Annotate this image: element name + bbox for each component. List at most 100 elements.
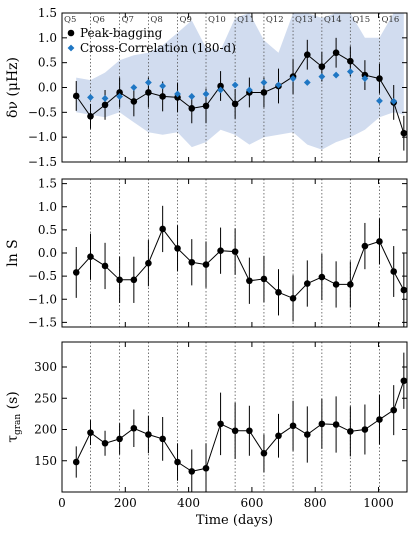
data-point bbox=[246, 427, 253, 435]
plot-area bbox=[72, 179, 407, 327]
data-point bbox=[390, 406, 398, 414]
legend-entry: Peak-bagging bbox=[80, 26, 163, 40]
data-point bbox=[159, 435, 166, 443]
y-tick-label: 0.0 bbox=[38, 81, 57, 95]
quarter-label: Q5 bbox=[64, 15, 76, 25]
data-point bbox=[188, 468, 196, 475]
data-point bbox=[101, 439, 109, 447]
data-point bbox=[318, 420, 326, 428]
x-tick-label: 600 bbox=[240, 496, 263, 510]
legend-marker-peak-bagging bbox=[67, 29, 75, 37]
cross-correlation-point bbox=[188, 93, 196, 100]
y-tick-label: 1.0 bbox=[38, 31, 57, 45]
data-point bbox=[116, 276, 123, 284]
panel-frequency-shift: −1.5 −1.0 −0.5 0.0 0.5 1.0 1.5 Q5 Q6 Q7 Q8 Q9 Q10 Q11… bbox=[5, 6, 408, 169]
y-tick-label: 150 bbox=[34, 454, 57, 468]
data-point bbox=[347, 281, 354, 288]
y-tick-label: 1.0 bbox=[38, 200, 57, 214]
y-tick-label: −1.5 bbox=[28, 315, 57, 329]
data-point bbox=[101, 101, 109, 109]
data-point bbox=[202, 464, 210, 472]
data-point bbox=[159, 225, 166, 233]
data-point bbox=[332, 281, 340, 288]
data-point bbox=[289, 422, 297, 430]
x-tick-label: 200 bbox=[114, 496, 137, 510]
cross-correlation-point bbox=[346, 68, 354, 76]
cross-correlation-point bbox=[217, 86, 224, 94]
data-point bbox=[260, 89, 268, 96]
data-point bbox=[231, 427, 239, 435]
cross-correlation-point bbox=[130, 84, 138, 91]
data-point bbox=[231, 100, 239, 108]
data-point bbox=[332, 421, 340, 428]
data-point bbox=[260, 275, 268, 283]
plot-area bbox=[72, 342, 407, 492]
data-point bbox=[145, 431, 152, 438]
data-point bbox=[318, 63, 326, 70]
data-point bbox=[231, 248, 239, 255]
y-tick-label: 0.5 bbox=[38, 56, 57, 70]
y-axis-label: δν (μHz) bbox=[5, 57, 21, 118]
data-point bbox=[145, 89, 152, 96]
quarter-label: Q6 bbox=[92, 15, 104, 25]
series-line bbox=[75, 227, 405, 299]
cross-correlation-point bbox=[116, 93, 124, 100]
data-point bbox=[174, 458, 181, 466]
cross-correlation-point bbox=[275, 81, 282, 89]
y-tick-label: −0.5 bbox=[28, 269, 57, 283]
plot-area bbox=[72, 13, 407, 162]
data-point bbox=[174, 94, 181, 101]
cross-correlation-point bbox=[361, 75, 369, 82]
cross-correlation-point bbox=[390, 98, 398, 105]
y-tick-label: −0.5 bbox=[28, 105, 57, 119]
data-point bbox=[361, 242, 369, 250]
y-tick-label: −1.0 bbox=[28, 292, 57, 306]
cross-correlation-point bbox=[87, 94, 94, 101]
y-tick-label: 0.0 bbox=[38, 246, 57, 260]
cross-correlation-point bbox=[145, 79, 152, 86]
data-point bbox=[202, 102, 210, 110]
data-point bbox=[72, 458, 80, 466]
data-point bbox=[260, 449, 268, 457]
cross-correlation-point bbox=[318, 73, 326, 80]
x-tick-label: 0 bbox=[58, 496, 66, 510]
cross-correlation-point bbox=[159, 82, 167, 90]
data-point bbox=[87, 429, 94, 436]
data-point bbox=[188, 105, 196, 112]
y-tick-label: 0.5 bbox=[38, 223, 57, 237]
data-point bbox=[303, 51, 311, 59]
data-point bbox=[174, 245, 181, 252]
y-tick-label: 1.5 bbox=[38, 6, 57, 20]
y-axis-label: ln S bbox=[5, 239, 21, 267]
y-tick-label: 250 bbox=[34, 391, 57, 405]
data-point bbox=[72, 269, 80, 276]
data-point bbox=[275, 432, 282, 440]
cross-correlation-point bbox=[332, 71, 340, 79]
cross-correlation-point bbox=[202, 90, 210, 98]
data-point bbox=[159, 93, 166, 100]
data-point bbox=[361, 426, 369, 433]
data-point bbox=[145, 259, 152, 267]
x-tick-label: 1000 bbox=[363, 496, 394, 510]
data-point bbox=[116, 435, 123, 443]
axes-frame bbox=[61, 341, 408, 493]
series-line bbox=[75, 380, 405, 472]
data-point bbox=[376, 416, 383, 423]
y-tick-label: 200 bbox=[34, 423, 57, 437]
y-tick-label: 300 bbox=[34, 360, 57, 374]
data-point bbox=[376, 75, 383, 82]
data-point bbox=[87, 253, 94, 260]
cross-correlation-point bbox=[376, 97, 383, 105]
quarter-label: Q13 bbox=[295, 15, 313, 25]
data-point bbox=[130, 276, 138, 284]
quarter-label: Q14 bbox=[324, 15, 342, 25]
data-point bbox=[303, 280, 311, 287]
cross-correlation-point bbox=[260, 79, 268, 86]
quarter-label: Q9 bbox=[180, 15, 192, 25]
y-axis-label: τgran (s) bbox=[5, 391, 23, 443]
data-point bbox=[101, 262, 109, 270]
data-point bbox=[332, 49, 340, 57]
cross-correlation-point bbox=[231, 81, 239, 89]
x-tick-label: 400 bbox=[177, 496, 200, 510]
